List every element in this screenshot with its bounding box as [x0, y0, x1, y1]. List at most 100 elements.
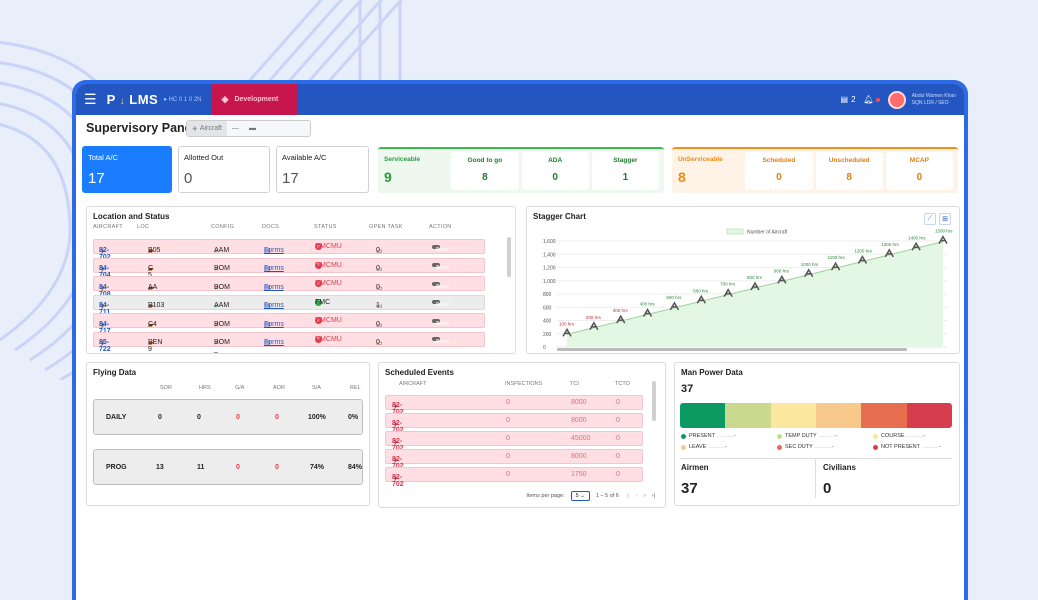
event-button[interactable]: ⊕ Event [432, 337, 449, 345]
aircraft-marker[interactable] [562, 327, 572, 337]
tab-vehicle[interactable]: ▬ [249, 125, 256, 132]
aircraft-marker[interactable] [669, 301, 680, 311]
unscheduled-card[interactable]: Unscheduled 8 [815, 152, 883, 190]
forms-link[interactable]: Forms [264, 265, 284, 272]
location-row[interactable]: ✈︎82-702 ▰ B05 ✓ AAM _ ▤ Forms ✕NMCMU 0 ▭ ⊕ Ev… [93, 239, 485, 261]
location-row[interactable]: ✈︎84-708 ▰ AA ✓ BOM _ ▤ Forms ✕NMCMU 0 ▭ ⊕ Eve… [93, 276, 485, 298]
total-ac-label: Total A/C [88, 153, 119, 162]
legend-label: PRESENT [689, 433, 715, 439]
aircraft-marker[interactable] [642, 307, 653, 317]
aircraft-marker[interactable] [723, 288, 733, 297]
aircraft-link[interactable]: 84-704 [99, 265, 111, 279]
scheduled-row[interactable]: ✈︎82-702 0 8000 0 [385, 449, 643, 470]
aircraft-link[interactable]: 84-711 [99, 302, 110, 316]
last-page-icon[interactable]: ›| [651, 493, 655, 499]
bell-icon[interactable]: 🔔︎ [863, 95, 874, 104]
data-label: 700 hrs [720, 282, 736, 287]
comment-icon[interactable]: ▭ [376, 266, 383, 273]
aircraft-link[interactable]: 82-702 [392, 474, 404, 488]
tasks-icon[interactable]: ▤ [840, 95, 849, 104]
app-logo[interactable]: P ↓ LMS [106, 92, 159, 107]
aircraft-marker[interactable] [857, 254, 868, 264]
avatar[interactable] [887, 90, 906, 109]
first-page-icon[interactable]: |‹ [626, 493, 631, 499]
next-page-icon[interactable]: › [643, 493, 646, 499]
aircraft-link[interactable]: 84-717 [99, 320, 111, 335]
location-scrollbar[interactable] [507, 237, 511, 277]
scheduled-row[interactable]: ✈︎ 82-702 0 1750 0 [385, 467, 643, 488]
aircraft-marker[interactable] [830, 261, 841, 271]
comment-icon[interactable]: ▭ [376, 321, 383, 329]
line-chart-icon[interactable]: ⟋ [924, 213, 936, 225]
comment-icon[interactable]: ▭ [376, 284, 383, 292]
man-power-segment[interactable] [680, 403, 726, 428]
aircraft-link[interactable]: 85-722 [99, 339, 111, 353]
forms-link[interactable]: Forms [264, 246, 284, 254]
scheduled-row[interactable]: ✈︎82-702 0 8000 0 [385, 413, 643, 434]
top-bar: ☰ P ↓ LMS ● HC 0 1 0 2N ◈ Development ▤ 2 … [76, 84, 964, 115]
aircraft-marker[interactable] [938, 235, 948, 244]
check-icon: ✓ [214, 321, 220, 329]
page-size-select[interactable]: 5 ⌄ [570, 491, 590, 501]
unserviceable-card[interactable]: UnServiceable 8 [678, 152, 745, 190]
tci-value: 8000 [571, 417, 587, 424]
aircraft-link[interactable]: 82-702 [99, 246, 111, 261]
aircraft-link[interactable]: 82-702 [392, 438, 404, 452]
forms-link[interactable]: Forms [264, 302, 284, 309]
scheduled-card[interactable]: Scheduled 0 [745, 152, 813, 190]
aircraft-link[interactable]: 82-702 [392, 402, 404, 416]
aircraft-marker[interactable] [884, 248, 894, 258]
available-ac-card[interactable]: Available A/C 17 [276, 146, 369, 193]
y-tick-label: 1,400 [543, 252, 556, 258]
event-button[interactable]: ⊕ Event [432, 281, 449, 290]
allotted-out-card[interactable]: Allotted Out 0 [178, 146, 270, 193]
location-row[interactable]: ✈︎ 85-722 ▰ PEN 9 ✓ BOM _ ▤ Forms ✕ NMCMU 0 ▭ ⊕ … [93, 331, 485, 353]
aircraft-marker[interactable] [616, 314, 626, 324]
aircraft-marker[interactable] [911, 241, 921, 251]
scheduled-row[interactable]: ✈︎82-702 0 8000 0 [385, 395, 643, 416]
man-power-segment[interactable] [725, 403, 771, 428]
aircraft-link[interactable]: 82-702 [392, 456, 404, 470]
chart-scrollbar[interactable] [557, 348, 907, 351]
status-badge: NMCMU [315, 261, 342, 269]
location-row[interactable]: ✈︎84-717 ▰ C4 ✓ BOM _ ▤ Forms ✕NMCMU 0 ▭ ⊕ Eve… [93, 313, 485, 335]
scheduled-scrollbar[interactable] [652, 381, 656, 421]
stagger-card[interactable]: Stagger 1 [591, 152, 659, 190]
comment-icon[interactable]: ▭ [376, 340, 383, 347]
environment-badge[interactable]: ◈ Development [211, 84, 299, 115]
man-power-segment[interactable] [861, 403, 907, 428]
aircraft-marker[interactable] [589, 321, 599, 331]
forms-link[interactable]: Forms [264, 320, 284, 328]
aircraft-marker[interactable] [696, 294, 706, 304]
man-power-segment[interactable] [770, 403, 816, 428]
menu-icon[interactable]: ☰ [84, 91, 97, 107]
ada-card[interactable]: ADA 0 [521, 152, 589, 190]
comment-icon[interactable]: ▭ [376, 303, 383, 310]
tab-aircraft[interactable]: ✈︎ Aircraft [187, 121, 227, 136]
serviceable-card[interactable]: Serviceable 9 [384, 152, 451, 190]
location-row[interactable]: ✈︎84-704 ▰ C 5 ✓ BOM _ ▤ Forms ✕NMCMU 0 ▭ ⊕ Ev… [93, 257, 485, 279]
event-button[interactable]: ⊕ Event [432, 300, 449, 308]
plane-icon: ✈︎ [99, 283, 106, 293]
aircraft-marker[interactable] [804, 268, 814, 278]
mcap-card[interactable]: MCAP 0 [885, 152, 953, 190]
event-button[interactable]: ⊕ Event [432, 318, 449, 327]
aircraft-link[interactable]: 82-702 [392, 420, 404, 434]
aircraft-link[interactable]: 84-708 [99, 283, 111, 298]
aircraft-marker[interactable] [750, 281, 760, 291]
prev-page-icon[interactable]: ‹ [636, 493, 638, 499]
man-power-segment[interactable] [815, 403, 862, 428]
event-button[interactable]: ⊕ Event [432, 263, 449, 271]
good-to-go-card[interactable]: Good to go 8 [451, 152, 519, 190]
comment-icon[interactable]: ▭ [376, 247, 383, 255]
tab-helicopter[interactable]: — [232, 125, 239, 132]
forms-link[interactable]: Forms [264, 339, 284, 346]
forms-link[interactable]: Forms [264, 283, 284, 291]
aircraft-marker[interactable] [777, 274, 787, 284]
man-power-segment[interactable] [906, 403, 952, 428]
total-ac-card[interactable]: Total A/C 17 [82, 146, 172, 193]
event-button[interactable]: ⊕ Event [432, 244, 449, 253]
table-icon[interactable]: ⊞ [939, 213, 951, 225]
scheduled-row[interactable]: ✈︎82-702 0 45000 0 [385, 431, 643, 452]
